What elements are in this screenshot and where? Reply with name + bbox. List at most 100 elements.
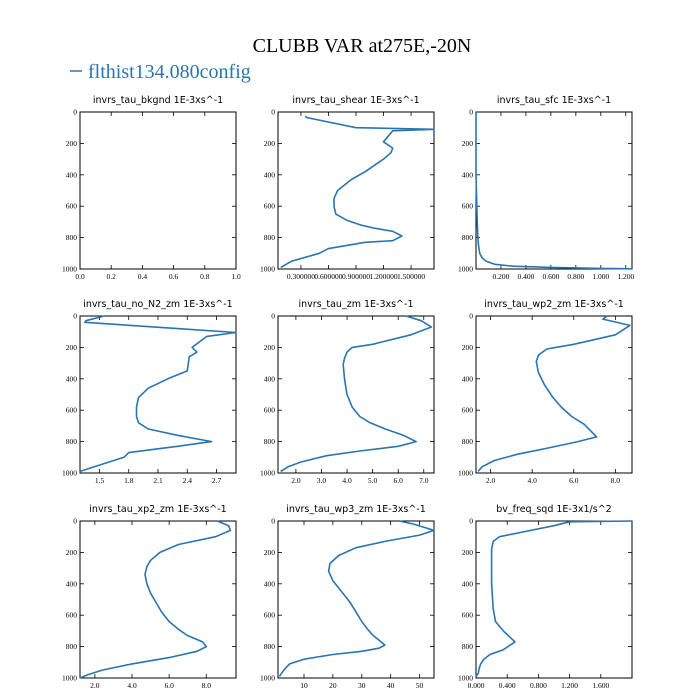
x-tick-label: 0.300000 <box>287 272 315 281</box>
x-tick-label: 8.0 <box>611 476 621 485</box>
x-tick-label: 0.2 <box>107 272 117 281</box>
y-tick-label: 0 <box>469 517 473 526</box>
y-tick-label: 200 <box>66 343 78 352</box>
y-tick-label: 400 <box>264 374 276 383</box>
series-line-0 <box>477 315 631 472</box>
panel-invrs_tau_wp2_zm: invrs_tau_wp2_zm 1E-3xs^-1 0 200 400 600 800 1… <box>458 299 633 485</box>
y-tick-label: 0 <box>271 517 275 526</box>
x-tick-label: 2.1 <box>153 476 163 485</box>
y-tick-label: 600 <box>264 611 276 620</box>
x-tick-label: 5.0 <box>368 476 378 485</box>
panel-title: invrs_tau_zm 1E-3xs^-1 <box>299 299 414 310</box>
panel-frame <box>475 111 633 270</box>
y-tick-label: 600 <box>66 611 78 620</box>
y-tick-label: 0 <box>73 108 77 117</box>
panel-frame <box>475 520 633 679</box>
y-tick-label: 400 <box>66 374 78 383</box>
x-tick-label: 6.0 <box>394 476 404 485</box>
y-tick-label: 800 <box>462 233 474 242</box>
panel-frame <box>79 520 237 679</box>
y-tick-label: 800 <box>462 642 474 651</box>
x-tick-label: 0.800 <box>530 681 547 690</box>
panel-bv_freq_sqd: bv_freq_sqd 1E-3x1/s^2020040060080010000… <box>458 504 633 690</box>
x-tick-label: 2.0 <box>90 681 100 690</box>
x-tick-label: 40 <box>387 681 395 690</box>
panel-title: invrs_tau_xp2_zm 1E-3xs^-1 <box>89 504 226 515</box>
panel-title: invrs_tau_wp3_zm 1E-3xs^-1 <box>286 504 426 515</box>
x-tick-label: 1.600 <box>592 681 609 690</box>
y-tick-label: 200 <box>264 139 276 148</box>
panel-title: invrs_tau_shear 1E-3xs^-1 <box>292 95 419 106</box>
y-tick-label: 0 <box>73 312 77 321</box>
panel-invrs_tau_zm: invrs_tau_zm 1E-3xs^-1 0 200 400 600 800 1000 2… <box>260 299 435 485</box>
x-tick-label: 0.800 <box>567 272 584 281</box>
x-tick-label: 1.5 <box>95 476 105 485</box>
series-line-0 <box>79 520 232 679</box>
panel-title: invrs_tau_wp2_zm 1E-3xs^-1 <box>484 299 624 310</box>
x-tick-label: 2.4 <box>183 476 193 485</box>
x-tick-label: 2.7 <box>212 476 222 485</box>
x-tick-label: 0.000 <box>468 681 485 690</box>
y-tick-label: 1000 <box>62 265 77 274</box>
series-line-0 <box>79 315 237 473</box>
x-tick-label: 6.0 <box>164 681 174 690</box>
panels: invrs_tau_bkgnd 1E-3xs^-1020040060080010… <box>62 95 634 690</box>
y-tick-label: 600 <box>462 611 474 620</box>
legend-label: flthist134.080config <box>88 61 251 83</box>
x-tick-label: 4.0 <box>127 681 137 690</box>
y-tick-label: 1000 <box>458 674 473 683</box>
x-tick-label: 0.600 <box>542 272 559 281</box>
x-tick-label: 8.0 <box>202 681 212 690</box>
x-tick-label: 0.6 <box>169 272 179 281</box>
y-tick-label: 800 <box>66 233 78 242</box>
y-tick-label: 0 <box>271 312 275 321</box>
y-tick-label: 200 <box>462 139 474 148</box>
y-tick-label: 600 <box>462 406 474 415</box>
x-tick-label: 1.8 <box>124 476 134 485</box>
y-tick-label: 1000 <box>62 469 77 478</box>
x-tick-label: 0.600000 <box>314 272 342 281</box>
panel-invrs_tau_sfc: invrs_tau_sfc 1E-3xs^-1 0 200 400 600 800 1000… <box>458 95 634 281</box>
series-line-0 <box>475 112 633 270</box>
x-tick-label: 10 <box>300 681 308 690</box>
y-tick-label: 400 <box>462 579 474 588</box>
series-line-0 <box>280 115 435 269</box>
y-tick-label: 800 <box>66 642 78 651</box>
panel-invrs_tau_shear: invrs_tau_shear 1E-3xs^-1 0 200 400 600 800 10… <box>260 95 435 281</box>
y-tick-label: 800 <box>66 437 78 446</box>
y-tick-label: 600 <box>462 202 474 211</box>
y-tick-label: 600 <box>264 406 276 415</box>
panel-frame <box>277 520 435 679</box>
figure-title: CLUBB VAR at275E,-20N <box>253 35 472 57</box>
y-tick-label: 1000 <box>62 674 77 683</box>
y-tick-label: 400 <box>66 579 78 588</box>
y-tick-label: 200 <box>66 139 78 148</box>
panel-title: bv_freq_sqd 1E-3x1/s^2 <box>496 504 611 515</box>
x-tick-label: 1.200 <box>561 681 578 690</box>
x-tick-label: 4.0 <box>527 476 537 485</box>
x-tick-label: 30 <box>358 681 366 690</box>
x-tick-label: 0.8 <box>200 272 210 281</box>
y-tick-label: 800 <box>264 642 276 651</box>
x-tick-label: 6.0 <box>569 476 579 485</box>
y-tick-label: 200 <box>66 548 78 557</box>
x-tick-label: 7.0 <box>419 476 429 485</box>
panel-title: invrs_tau_no_N2_zm 1E-3xs^-1 <box>83 299 232 310</box>
y-tick-label: 800 <box>264 233 276 242</box>
x-tick-label: 1.200000 <box>369 272 397 281</box>
panel-invrs_tau_bkgnd: invrs_tau_bkgnd 1E-3xs^-1 0 200 400 600 800 10… <box>62 95 241 281</box>
y-tick-label: 400 <box>264 579 276 588</box>
x-tick-label: 2.0 <box>291 476 301 485</box>
y-tick-label: 1000 <box>458 469 473 478</box>
y-tick-label: 600 <box>264 202 276 211</box>
x-tick-label: 1.500000 <box>397 272 425 281</box>
y-tick-label: 200 <box>264 343 276 352</box>
y-tick-label: 1000 <box>260 469 275 478</box>
series-line-0 <box>475 520 633 677</box>
x-tick-label: 1.0 <box>231 272 241 281</box>
series-line-0 <box>280 315 433 473</box>
x-tick-label: 1.200 <box>617 272 634 281</box>
x-tick-label: 0.400 <box>517 272 534 281</box>
y-tick-label: 200 <box>462 548 474 557</box>
